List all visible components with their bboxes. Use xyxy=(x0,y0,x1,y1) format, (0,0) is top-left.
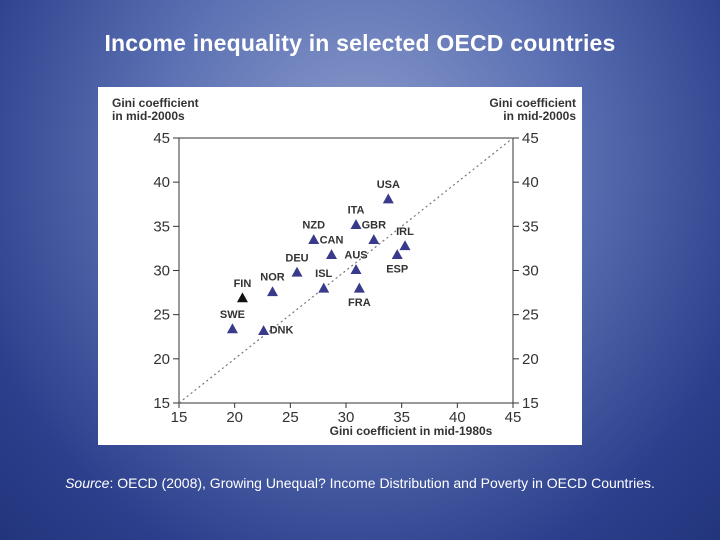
data-point-label-isl: ISL xyxy=(315,268,332,280)
y-tick-label-right: 15 xyxy=(522,395,539,412)
data-point-label-ita: ITA xyxy=(348,205,365,217)
data-point-marker-ita xyxy=(350,219,362,229)
data-point-marker-fra xyxy=(353,282,365,293)
source-label: Source xyxy=(65,475,110,491)
x-tick-label: 20 xyxy=(226,409,243,426)
slide-title: Income inequality in selected OECD count… xyxy=(104,30,616,56)
data-point-label-swe: SWE xyxy=(220,309,245,321)
y-tick-label-left: 35 xyxy=(153,218,170,235)
data-point-label-gbr: GBR xyxy=(362,220,387,232)
data-point-marker-dnk xyxy=(258,325,270,335)
y-axis-label-left: Gini coefficient xyxy=(112,96,199,110)
x-tick-label: 40 xyxy=(449,409,466,426)
x-tick-label: 30 xyxy=(338,409,355,426)
reference-diagonal-line xyxy=(178,137,514,404)
source-text: : OECD (2008), Growing Unequal? Income D… xyxy=(109,475,655,491)
data-point-marker-esp xyxy=(391,249,403,259)
data-point-marker-can xyxy=(326,249,338,259)
y-tick-label-left: 45 xyxy=(153,130,170,147)
y-axis-label-right: Gini coefficient xyxy=(489,96,576,110)
data-point-marker-fin xyxy=(236,292,248,303)
y-tick-label-right: 30 xyxy=(522,263,539,280)
data-point-marker-usa xyxy=(382,193,394,204)
y-tick-label-left: 15 xyxy=(153,395,170,412)
chart-panel: 15 15 20 20 25 25 30 30 35 35 40 40 45 45 15 20 25 30 35 40… xyxy=(98,87,582,445)
x-tick-label: 35 xyxy=(393,409,410,426)
x-tick-label: 45 xyxy=(505,409,522,426)
x-tick-label: 25 xyxy=(282,409,299,426)
y-tick-label-left: 40 xyxy=(153,174,170,191)
data-point-label-nor: NOR xyxy=(260,272,285,284)
data-point-label-dnk: DNK xyxy=(270,325,294,337)
y-axis-label-right: in mid-2000s xyxy=(503,109,576,123)
y-tick-label-right: 20 xyxy=(522,351,539,368)
y-tick-label-left: 20 xyxy=(153,351,170,368)
y-tick-label-left: 25 xyxy=(153,307,170,324)
data-point-label-can: CAN xyxy=(320,235,344,247)
x-tick-label: 15 xyxy=(171,409,188,426)
data-point-label-irl: IRL xyxy=(396,226,414,238)
data-point-label-fra: FRA xyxy=(348,297,371,309)
data-point-marker-irl xyxy=(399,240,411,251)
data-point-label-usa: USA xyxy=(377,179,400,191)
data-point-marker-nor xyxy=(267,286,279,297)
y-tick-label-left: 30 xyxy=(153,263,170,280)
data-point-marker-swe xyxy=(226,323,238,334)
data-point-marker-nzd xyxy=(308,234,320,244)
data-point-label-fin: FIN xyxy=(234,278,252,290)
data-point-marker-deu xyxy=(291,266,303,277)
data-point-label-esp: ESP xyxy=(386,264,408,276)
data-point-label-deu: DEU xyxy=(285,252,308,264)
data-point-label-nzd: NZD xyxy=(302,220,325,232)
data-point-marker-isl xyxy=(318,282,330,293)
y-tick-label-right: 25 xyxy=(522,307,539,324)
data-point-label-aus: AUS xyxy=(344,250,367,262)
y-tick-label-right: 45 xyxy=(522,130,539,147)
data-point-marker-gbr xyxy=(368,234,380,244)
data-point-marker-aus xyxy=(350,264,362,275)
y-axis-label-left: in mid-2000s xyxy=(112,109,185,123)
x-axis-label: Gini coefficient in mid-1980s xyxy=(330,424,493,438)
source-note: Source: OECD (2008), Growing Unequal? In… xyxy=(0,475,720,491)
y-tick-label-right: 35 xyxy=(522,218,539,235)
y-tick-label-right: 40 xyxy=(522,174,539,191)
